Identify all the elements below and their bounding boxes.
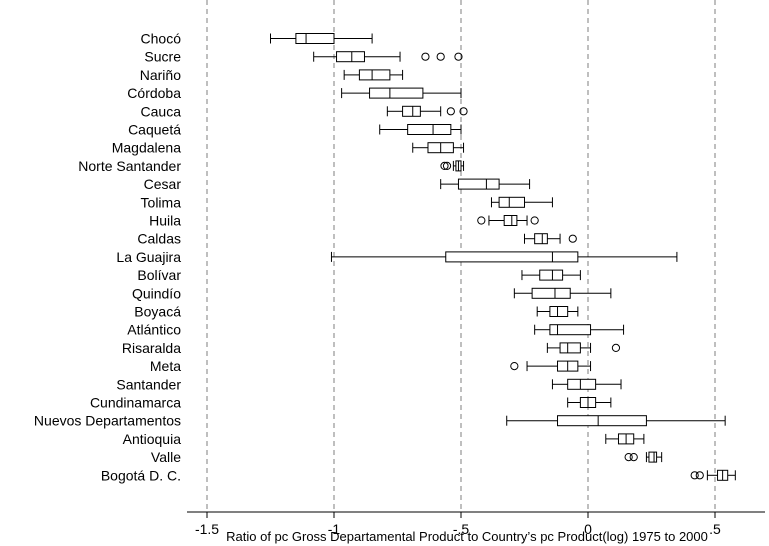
outlier-point <box>459 107 468 116</box>
box-plot-row <box>270 33 373 44</box>
box-plot-row <box>343 69 404 81</box>
box-plot-row <box>567 397 612 408</box>
box-series <box>270 33 736 481</box>
outlier-point <box>446 107 455 116</box>
outlier-point <box>611 343 621 352</box>
category-label: Santander <box>116 376 181 392</box>
box-plot-row <box>477 215 539 226</box>
category-label: Cauca <box>141 103 182 119</box>
category-label: Quindío <box>132 285 181 301</box>
iqr-box <box>445 251 579 263</box>
category-label: Bogotá D. C. <box>101 467 181 483</box>
x-axis-title: Ratio of pc Gross Departamental Product … <box>226 529 708 544</box>
iqr-box <box>402 105 421 117</box>
outlier-point <box>530 216 539 225</box>
iqr-box <box>358 69 391 81</box>
box-plot-row <box>313 51 463 63</box>
box-plot-row <box>330 251 678 263</box>
category-label: Sucre <box>144 49 181 65</box>
category-label: Bolívar <box>137 267 181 283</box>
iqr-box <box>407 124 452 135</box>
iqr-box <box>369 87 424 99</box>
outlier-point <box>695 471 704 480</box>
category-label: Risaralda <box>122 340 181 356</box>
category-label: Atlántico <box>127 322 181 338</box>
category-label: Antioquia <box>123 431 182 447</box>
box-plot-row <box>624 451 663 463</box>
category-label: Tolima <box>141 194 182 210</box>
box-plot-row <box>690 469 736 481</box>
category-label: Cesar <box>144 176 182 192</box>
box-plot-row <box>546 342 621 354</box>
iqr-box <box>503 215 518 226</box>
box-plot-row <box>536 306 579 317</box>
outlier-point <box>440 161 449 170</box>
iqr-box <box>567 378 597 390</box>
outlier-point <box>629 453 638 462</box>
box-plot-row <box>551 378 622 390</box>
box-plot-row <box>440 160 465 172</box>
box-plot-row <box>521 269 581 281</box>
category-label: Huila <box>149 213 181 229</box>
category-label: Meta <box>150 358 181 374</box>
iqr-box <box>648 451 658 463</box>
iqr-box <box>557 415 647 427</box>
outlier-point <box>454 52 463 61</box>
box-plot-row <box>412 142 465 154</box>
category-label: Chocó <box>141 31 182 47</box>
category-label: Nariño <box>140 67 181 83</box>
category-label: Caldas <box>137 231 181 247</box>
x-tick-label: 0 <box>584 521 592 537</box>
outlier-point <box>436 52 445 61</box>
category-label: Caquetá <box>128 122 181 138</box>
x-axis: -1.5 -1 -.5 0 .5 <box>187 511 765 537</box>
iqr-box <box>539 269 564 281</box>
box-plot-row <box>506 415 726 427</box>
outlier-point <box>690 471 699 480</box>
iqr-box <box>549 306 569 317</box>
iqr-box <box>534 233 548 245</box>
category-label: La Guajira <box>116 249 181 265</box>
outlier-point <box>510 362 519 371</box>
outlier-point <box>477 216 486 225</box>
box-plot-row <box>534 324 625 336</box>
category-label: Magdalena <box>112 140 181 156</box>
box-plot-row <box>379 124 462 135</box>
iqr-box <box>531 287 571 299</box>
x-tick-label: .5 <box>709 521 721 537</box>
box-plot-row <box>386 105 468 117</box>
category-label: Nuevos Departamentos <box>34 413 181 429</box>
outlier-point <box>624 453 633 462</box>
box-plot-row <box>490 196 553 208</box>
category-labels: Chocó Sucre Nariño Córdoba Cauca Caquetá Magda… <box>34 31 181 484</box>
box-plot-row <box>510 360 592 372</box>
outlier-point <box>421 52 430 61</box>
iqr-box <box>336 51 365 63</box>
category-label: Norte Santander <box>78 158 181 174</box>
x-tick-label: -1 <box>328 521 341 537</box>
category-label: Cundinamarca <box>90 395 181 411</box>
iqr-box <box>559 342 581 354</box>
box-plot-row <box>524 233 577 245</box>
box-plot-row <box>605 433 645 445</box>
box-plot-row <box>440 178 531 190</box>
category-label: Boyacá <box>134 304 181 320</box>
iqr-box <box>457 178 500 190</box>
x-tick-label: -.5 <box>453 521 470 537</box>
iqr-box <box>549 324 592 336</box>
box-plot-row <box>341 87 462 99</box>
box-plot-row <box>513 287 612 299</box>
outlier-point <box>568 234 577 243</box>
x-tick-label: -1.5 <box>195 521 219 537</box>
category-label: Córdoba <box>127 85 181 101</box>
iqr-box <box>498 196 526 208</box>
iqr-box <box>295 33 335 44</box>
outlier-point <box>442 161 452 170</box>
category-label: Valle <box>151 449 181 465</box>
